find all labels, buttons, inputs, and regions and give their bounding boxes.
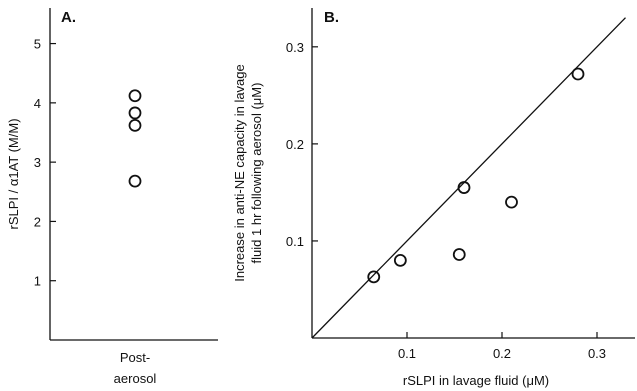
panel-b-x-tick-label: 0.2 [493, 346, 511, 361]
panel-b-ticks: 0.1 0.2 0.3 0.1 0.2 0.3 [286, 40, 606, 361]
panel-b-y-tick-label: 0.2 [286, 137, 304, 152]
panel-a-y-ticks: 1 2 3 4 5 [34, 37, 56, 289]
panel-b-data-point [457, 181, 471, 194]
panel-b-data-point [505, 195, 518, 209]
panel-a-y-axis-label: rSLPI / α1AT (M/M) [6, 118, 21, 229]
panel-a-data-point [128, 118, 142, 132]
panel-a-y-tick-label: 1 [34, 274, 41, 289]
panel-b-y-axis-label-line2: fluid 1 hr following aerosol (μM) [249, 83, 264, 264]
panel-b-x-tick-label: 0.1 [398, 346, 416, 361]
panel-a-label: A. [61, 9, 76, 26]
panel-b-data-point [367, 270, 381, 284]
panel-b-data-point [571, 67, 585, 81]
panel-a-category-label-line1: Post- [120, 350, 150, 365]
panel-a: A. rSLPI / α1AT (M/M) Post- aerosol 1 2 3 4… [6, 8, 218, 386]
panel-b-points [367, 67, 585, 284]
panel-b-x-axis-label: rSLPI in lavage fluid (μM) [403, 373, 549, 388]
panel-b-x-tick-label: 0.3 [588, 346, 606, 361]
panel-b-data-point [393, 253, 407, 267]
panel-b-y-axis-label-line1: Increase in anti-NE capacity in lavage [232, 64, 247, 282]
panel-a-points [128, 89, 142, 188]
panel-b-identity-line [311, 17, 626, 339]
panel-a-data-point [128, 106, 142, 120]
panel-a-category-label-line2: aerosol [114, 371, 157, 386]
panel-b-y-tick-label: 0.1 [286, 234, 304, 249]
panel-b-y-tick-label: 0.3 [286, 40, 304, 55]
panel-a-y-tick-label: 2 [34, 214, 41, 229]
panel-b-label: B. [324, 9, 339, 26]
panel-a-y-tick-label: 3 [34, 155, 41, 170]
panel-b: B. rSLPI in lavage fluid (μM) Increase i… [232, 8, 635, 388]
panel-a-y-tick-label: 5 [34, 37, 41, 52]
panel-a-data-point [128, 174, 142, 188]
panel-b-data-point [452, 248, 466, 261]
panel-a-y-tick-label: 4 [34, 96, 41, 111]
panel-a-data-point [128, 89, 142, 103]
